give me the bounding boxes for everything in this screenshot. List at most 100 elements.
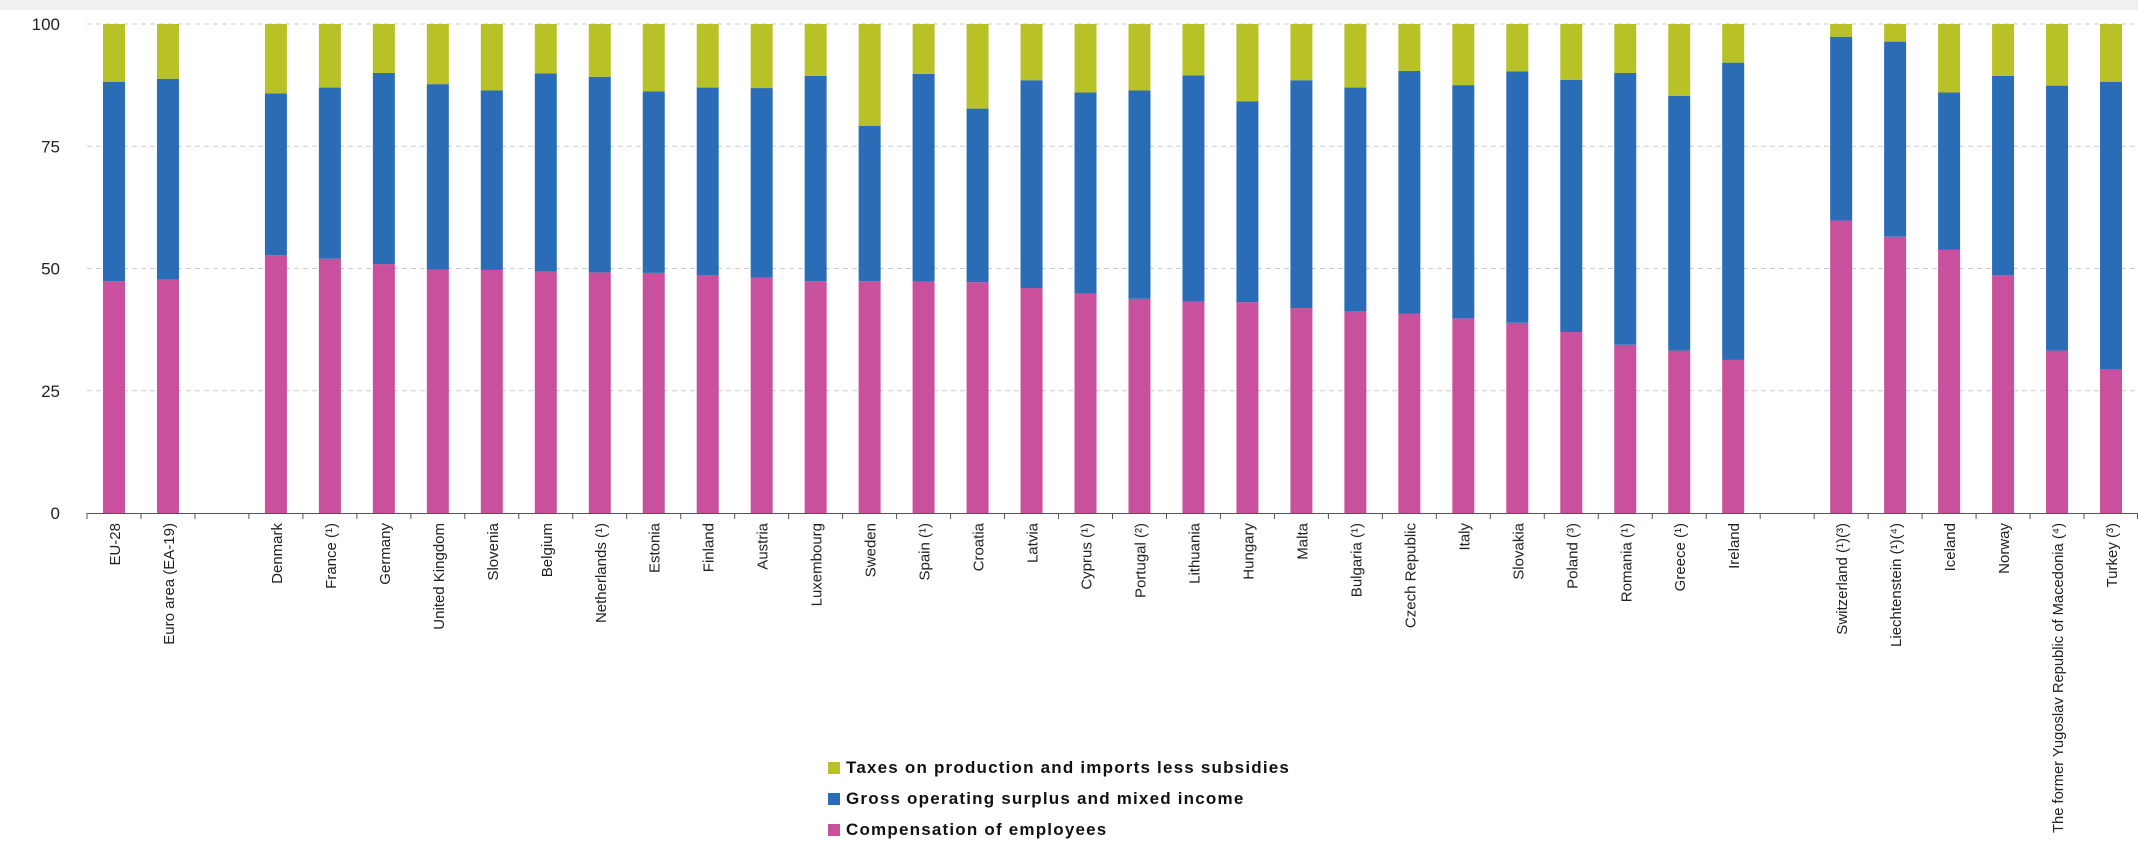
bar-taxes-on-production-and-imports-less-subsidies-united-kingdom bbox=[426, 24, 449, 85]
bar-compensation-of-employees-czech-republic bbox=[1398, 313, 1421, 513]
bar-gross-operating-surplus-and-mixed-income-czech-republic bbox=[1398, 70, 1421, 314]
legend-label-taxes: Taxes on production and imports less sub… bbox=[846, 757, 1291, 777]
bar-gross-operating-surplus-and-mixed-income-turkey bbox=[2100, 81, 2123, 370]
x-tick-label-norway: Norway bbox=[1996, 523, 2013, 574]
bar-gross-operating-surplus-and-mixed-income-malta bbox=[1290, 80, 1313, 309]
bar-gross-operating-surplus-and-mixed-income-denmark bbox=[264, 93, 287, 256]
x-tick-label-romania: Romania (¹) bbox=[1618, 523, 1635, 602]
bar-taxes-on-production-and-imports-less-subsidies-estonia bbox=[642, 24, 665, 92]
bar-taxes-on-production-and-imports-less-subsidies-eu-28 bbox=[102, 24, 125, 82]
bar-gross-operating-surplus-and-mixed-income-cyprus bbox=[1074, 92, 1097, 294]
bar-compensation-of-employees-france bbox=[318, 258, 341, 513]
bar-compensation-of-employees-bulgaria bbox=[1344, 311, 1367, 513]
bar-gross-operating-surplus-and-mixed-income-estonia bbox=[642, 91, 665, 273]
legend: Taxes on production and imports less sub… bbox=[828, 752, 1290, 845]
x-tick-label-greece: Greece (¹) bbox=[1672, 523, 1689, 591]
bar-compensation-of-employees-united-kingdom bbox=[426, 269, 449, 513]
bar-taxes-on-production-and-imports-less-subsidies-netherlands bbox=[588, 24, 611, 77]
bar-gross-operating-surplus-and-mixed-income-switzerland bbox=[1830, 36, 1853, 221]
bar-taxes-on-production-and-imports-less-subsidies-bulgaria bbox=[1344, 24, 1367, 88]
bar-taxes-on-production-and-imports-less-subsidies-spain bbox=[912, 24, 935, 74]
bar-taxes-on-production-and-imports-less-subsidies-iceland bbox=[1938, 24, 1961, 93]
bar-compensation-of-employees-cyprus bbox=[1074, 293, 1097, 513]
bar-compensation-of-employees-hungary bbox=[1236, 302, 1259, 513]
bar-taxes-on-production-and-imports-less-subsidies-luxembourg bbox=[804, 24, 827, 76]
x-tick-label-slovakia: Slovakia bbox=[1510, 522, 1527, 579]
bar-gross-operating-surplus-and-mixed-income-slovakia bbox=[1506, 71, 1529, 323]
bar-compensation-of-employees-iceland bbox=[1938, 249, 1961, 513]
x-tick-label-denmark: Denmark bbox=[269, 523, 286, 584]
bar-gross-operating-surplus-and-mixed-income-sweden bbox=[858, 125, 881, 282]
x-tick-label-croatia: Croatia bbox=[971, 522, 988, 571]
bar-compensation-of-employees-turkey bbox=[2100, 369, 2123, 513]
x-tick-label-belgium: Belgium bbox=[539, 523, 556, 577]
bar-gross-operating-surplus-and-mixed-income-lithuania bbox=[1182, 75, 1205, 302]
bar-compensation-of-employees-switzerland bbox=[1830, 220, 1853, 513]
x-tick-label-eu-28: EU-28 bbox=[107, 523, 124, 566]
bar-taxes-on-production-and-imports-less-subsidies-italy bbox=[1452, 24, 1475, 86]
bar-taxes-on-production-and-imports-less-subsidies-lithuania bbox=[1182, 24, 1205, 76]
bar-gross-operating-surplus-and-mixed-income-hungary bbox=[1236, 101, 1259, 303]
x-tick-label-hungary: Hungary bbox=[1240, 523, 1257, 580]
bar-gross-operating-surplus-and-mixed-income-finland bbox=[696, 87, 719, 276]
x-tick-label-lithuania: Lithuania bbox=[1186, 522, 1203, 584]
y-tick-label: 25 bbox=[41, 382, 60, 401]
x-tick-label-turkey: Turkey (³) bbox=[2104, 523, 2121, 587]
x-tick-label-iceland: Iceland bbox=[1942, 523, 1959, 571]
bar-compensation-of-employees-latvia bbox=[1020, 288, 1043, 513]
x-tick-label-bulgaria: Bulgaria (¹) bbox=[1348, 523, 1365, 597]
bar-gross-operating-surplus-and-mixed-income-croatia bbox=[966, 108, 989, 283]
x-tick-label-portugal: Portugal (²) bbox=[1132, 523, 1149, 598]
x-tick-label-luxembourg: Luxembourg bbox=[809, 523, 826, 606]
x-tick-label-ireland: Ireland bbox=[1726, 523, 1743, 569]
bar-compensation-of-employees-italy bbox=[1452, 318, 1475, 513]
bar-compensation-of-employees-croatia bbox=[966, 282, 989, 513]
legend-item-gross-operating-surplus: Gross operating surplus and mixed income bbox=[828, 783, 1290, 814]
bar-compensation-of-employees-germany bbox=[372, 264, 395, 513]
bar-taxes-on-production-and-imports-less-subsidies-finland bbox=[696, 24, 719, 88]
bar-compensation-of-employees-romania bbox=[1614, 344, 1637, 513]
bar-taxes-on-production-and-imports-less-subsidies-portugal bbox=[1128, 24, 1151, 91]
legend-label-gross-operating-surplus: Gross operating surplus and mixed income bbox=[846, 788, 1245, 808]
x-tick-label-latvia: Latvia bbox=[1025, 522, 1042, 563]
bar-gross-operating-surplus-and-mixed-income-romania bbox=[1614, 72, 1637, 345]
bar-taxes-on-production-and-imports-less-subsidies-greece bbox=[1668, 24, 1691, 96]
bar-gross-operating-surplus-and-mixed-income-france bbox=[318, 87, 341, 259]
x-tick-label-austria: Austria bbox=[755, 522, 772, 569]
y-tick-label: 75 bbox=[41, 137, 60, 156]
bar-gross-operating-surplus-and-mixed-income-austria bbox=[750, 88, 773, 278]
bar-taxes-on-production-and-imports-less-subsidies-norway bbox=[1992, 24, 2015, 76]
bar-gross-operating-surplus-and-mixed-income-luxembourg bbox=[804, 75, 827, 282]
bar-taxes-on-production-and-imports-less-subsidies-france bbox=[318, 24, 341, 88]
bar-compensation-of-employees-estonia bbox=[642, 272, 665, 513]
bar-taxes-on-production-and-imports-less-subsidies-hungary bbox=[1236, 24, 1259, 102]
bar-gross-operating-surplus-and-mixed-income-poland bbox=[1560, 79, 1583, 333]
bar-taxes-on-production-and-imports-less-subsidies-croatia bbox=[966, 24, 989, 109]
x-tick-label-czech-republic: Czech Republic bbox=[1402, 523, 1419, 629]
bar-taxes-on-production-and-imports-less-subsidies-sweden bbox=[858, 24, 881, 126]
x-tick-label-netherlands: Netherlands (¹) bbox=[593, 523, 610, 623]
bar-gross-operating-surplus-and-mixed-income-italy bbox=[1452, 85, 1475, 319]
bar-taxes-on-production-and-imports-less-subsidies-germany bbox=[372, 24, 395, 73]
bar-compensation-of-employees-finland bbox=[696, 275, 719, 513]
bar-taxes-on-production-and-imports-less-subsidies-switzerland bbox=[1830, 24, 1853, 37]
bar-gross-operating-surplus-and-mixed-income-iceland bbox=[1938, 92, 1961, 250]
bar-gross-operating-surplus-and-mixed-income-ireland bbox=[1722, 62, 1745, 360]
bar-taxes-on-production-and-imports-less-subsidies-czech-republic bbox=[1398, 24, 1421, 71]
bar-gross-operating-surplus-and-mixed-income-latvia bbox=[1020, 80, 1043, 289]
y-tick-label: 0 bbox=[51, 504, 60, 523]
bar-compensation-of-employees-slovenia bbox=[480, 269, 503, 513]
bar-taxes-on-production-and-imports-less-subsidies-austria bbox=[750, 24, 773, 89]
bar-taxes-on-production-and-imports-less-subsidies-ireland bbox=[1722, 24, 1745, 63]
x-tick-label-slovenia: Slovenia bbox=[485, 522, 502, 580]
bar-taxes-on-production-and-imports-less-subsidies-slovenia bbox=[480, 24, 503, 91]
x-tick-label-united-kingdom: United Kingdom bbox=[431, 523, 448, 630]
bar-compensation-of-employees-malta bbox=[1290, 308, 1313, 513]
bar-gross-operating-surplus-and-mixed-income-slovenia bbox=[480, 90, 503, 270]
bar-taxes-on-production-and-imports-less-subsidies-cyprus bbox=[1074, 24, 1097, 93]
bar-compensation-of-employees-austria bbox=[750, 277, 773, 513]
legend-item-taxes: Taxes on production and imports less sub… bbox=[828, 752, 1290, 783]
x-tick-label-sweden: Sweden bbox=[863, 523, 880, 577]
bar-gross-operating-surplus-and-mixed-income-united-kingdom bbox=[426, 84, 449, 270]
legend-swatch-gross-operating-surplus bbox=[828, 792, 840, 805]
